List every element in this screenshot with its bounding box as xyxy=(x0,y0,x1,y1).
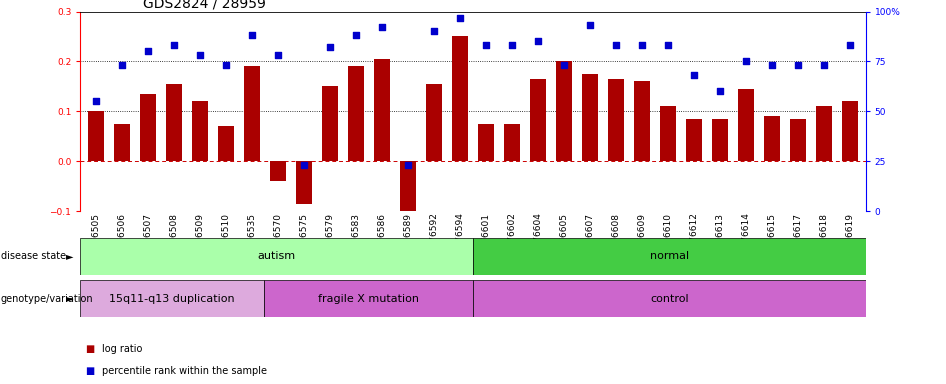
Point xyxy=(816,62,832,68)
Point xyxy=(114,62,130,68)
Text: percentile rank within the sample: percentile rank within the sample xyxy=(102,366,267,376)
Point xyxy=(531,38,546,45)
Point xyxy=(687,72,702,78)
Point xyxy=(479,42,494,48)
Point xyxy=(635,42,650,48)
Point xyxy=(583,22,598,28)
Text: control: control xyxy=(650,293,689,304)
Bar xyxy=(503,124,520,161)
Bar xyxy=(815,106,832,161)
Point xyxy=(608,42,623,48)
Point xyxy=(660,42,675,48)
Bar xyxy=(264,280,473,317)
Text: fragile X mutation: fragile X mutation xyxy=(318,293,419,304)
Point xyxy=(427,28,442,35)
Bar xyxy=(191,101,208,161)
Point xyxy=(791,62,806,68)
Bar xyxy=(426,84,443,161)
Bar xyxy=(295,161,312,204)
Point xyxy=(764,62,780,68)
Text: genotype/variation: genotype/variation xyxy=(1,293,94,304)
Bar xyxy=(374,59,391,161)
Bar xyxy=(842,101,858,161)
Text: log ratio: log ratio xyxy=(102,344,143,354)
Point xyxy=(271,52,286,58)
Point xyxy=(323,45,338,51)
Text: autism: autism xyxy=(257,251,296,262)
Bar xyxy=(738,89,755,161)
Bar xyxy=(530,79,547,161)
Bar xyxy=(218,126,235,161)
Point xyxy=(88,98,103,104)
Bar xyxy=(634,81,651,161)
Bar xyxy=(451,36,468,161)
Point xyxy=(712,88,727,94)
Text: ►: ► xyxy=(66,251,74,262)
Point xyxy=(556,62,571,68)
Bar xyxy=(473,280,866,317)
Bar xyxy=(607,79,624,161)
Text: ►: ► xyxy=(66,293,74,304)
Point xyxy=(219,62,234,68)
Bar xyxy=(686,119,703,161)
Bar xyxy=(711,119,728,161)
Point xyxy=(400,162,415,168)
Text: ■: ■ xyxy=(85,366,95,376)
Point xyxy=(166,42,182,48)
Point xyxy=(244,32,259,38)
Bar xyxy=(80,280,264,317)
Point xyxy=(348,32,363,38)
Point xyxy=(843,42,858,48)
Bar xyxy=(166,84,183,161)
Point xyxy=(375,25,390,31)
Bar xyxy=(763,116,780,161)
Bar xyxy=(790,119,806,161)
Point xyxy=(452,15,467,21)
Text: 15q11-q13 duplication: 15q11-q13 duplication xyxy=(109,293,235,304)
Text: normal: normal xyxy=(650,251,689,262)
Bar xyxy=(478,124,495,161)
Bar xyxy=(114,124,131,161)
Bar xyxy=(555,61,572,161)
Point xyxy=(192,52,207,58)
Bar xyxy=(270,161,287,181)
Bar xyxy=(399,161,416,214)
Point xyxy=(296,162,311,168)
Text: disease state: disease state xyxy=(1,251,66,262)
Text: ■: ■ xyxy=(85,344,95,354)
Bar xyxy=(243,66,260,161)
Bar xyxy=(473,238,866,275)
Bar xyxy=(582,74,599,161)
Bar xyxy=(88,111,104,161)
Bar xyxy=(659,106,676,161)
Point xyxy=(739,58,754,65)
Bar xyxy=(140,94,156,161)
Text: GDS2824 / 28959: GDS2824 / 28959 xyxy=(143,0,266,10)
Bar xyxy=(80,238,473,275)
Bar xyxy=(322,86,339,161)
Point xyxy=(140,48,155,55)
Bar xyxy=(347,66,364,161)
Point xyxy=(504,42,519,48)
